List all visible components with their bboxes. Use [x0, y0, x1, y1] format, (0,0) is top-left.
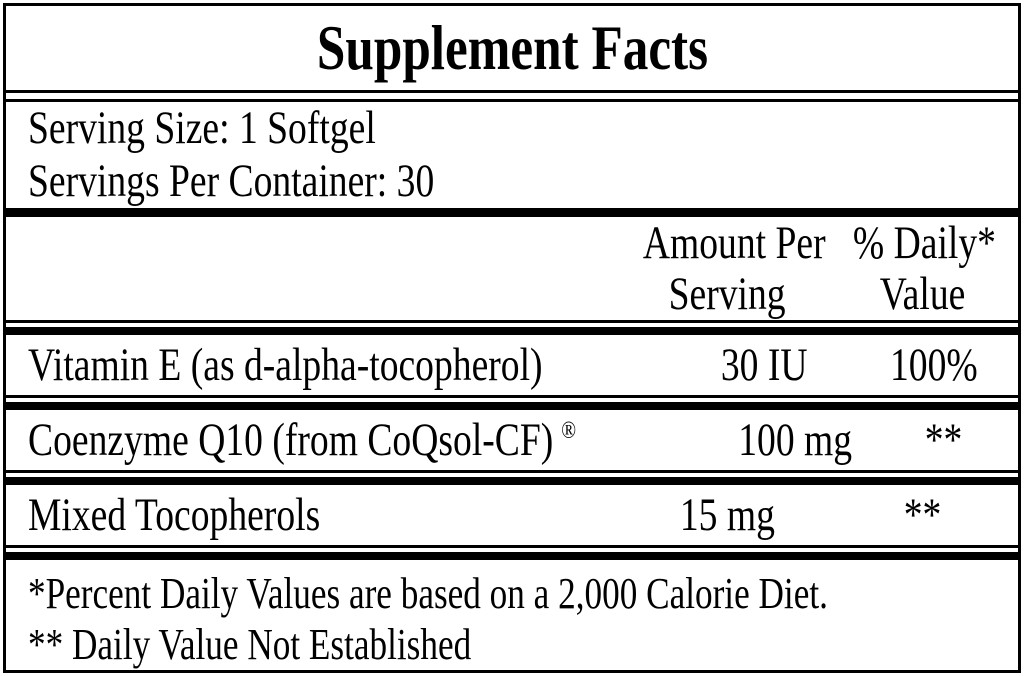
column-header-daily-value: % Daily* Value — [835, 216, 1010, 320]
divider-rule-bar — [6, 319, 1018, 335]
ingredient-daily-value: ** — [903, 489, 942, 542]
servings-per-container-text: Servings Per Container: 30 — [28, 154, 435, 207]
daily-value-header-line2: Value — [879, 267, 966, 320]
ingredient-name: Coenzyme Q10 (from CoQsol-CF) ® — [28, 413, 577, 466]
serving-size-text: Serving Size: 1 Softgel — [28, 101, 376, 154]
divider-rule-bar — [6, 394, 1018, 410]
divider-rule-bar — [6, 545, 1018, 560]
ingredient-name: Mixed Tocopherols — [28, 489, 321, 542]
divider-rule-bar — [6, 470, 1018, 485]
ingredient-row-coenzyme-q10: Coenzyme Q10 (from CoQsol-CF) ® 100 mg ** — [6, 410, 1018, 470]
ingredient-daily-value: 100% — [890, 338, 978, 391]
footnotes-section: *Percent Daily Values are based on a 2,0… — [6, 560, 1018, 670]
footnote-not-established: ** Daily Value Not Established — [28, 620, 472, 669]
supplement-facts-title: Supplement Facts — [316, 11, 708, 83]
registered-trademark-symbol: ® — [561, 417, 577, 445]
ingredient-row-mixed-tocopherols: Mixed Tocopherols 15 mg ** — [6, 485, 1018, 545]
divider-double-line — [6, 89, 1018, 102]
daily-value-header-line1: % Daily* — [852, 216, 996, 269]
supplement-facts-panel: Supplement Facts Serving Size: 1 Softgel… — [3, 3, 1021, 673]
ingredient-row-vitamin-e: Vitamin E (as d-alpha-tocopherol) 30 IU … — [6, 335, 1018, 395]
title-section: Supplement Facts — [6, 6, 1018, 90]
amount-header-line2: Serving — [669, 267, 786, 320]
amount-header-line1: Amount Per — [642, 216, 826, 269]
footnote-daily-value-basis: *Percent Daily Values are based on a 2,0… — [28, 569, 828, 618]
ingredient-amount: 15 mg — [679, 489, 776, 542]
divider-thick-bar — [6, 207, 1018, 218]
ingredient-daily-value: ** — [924, 413, 963, 466]
ingredient-amount: 30 IU — [721, 338, 808, 391]
column-header-row: Amount Per Serving % Daily* Value — [6, 217, 1018, 319]
ingredient-amount: 100 mg — [738, 413, 852, 466]
ingredient-name: Vitamin E (as d-alpha-tocopherol) — [28, 338, 543, 391]
serving-info-section: Serving Size: 1 Softgel Servings Per Con… — [6, 102, 1018, 208]
column-header-amount: Amount Per Serving — [620, 216, 835, 320]
